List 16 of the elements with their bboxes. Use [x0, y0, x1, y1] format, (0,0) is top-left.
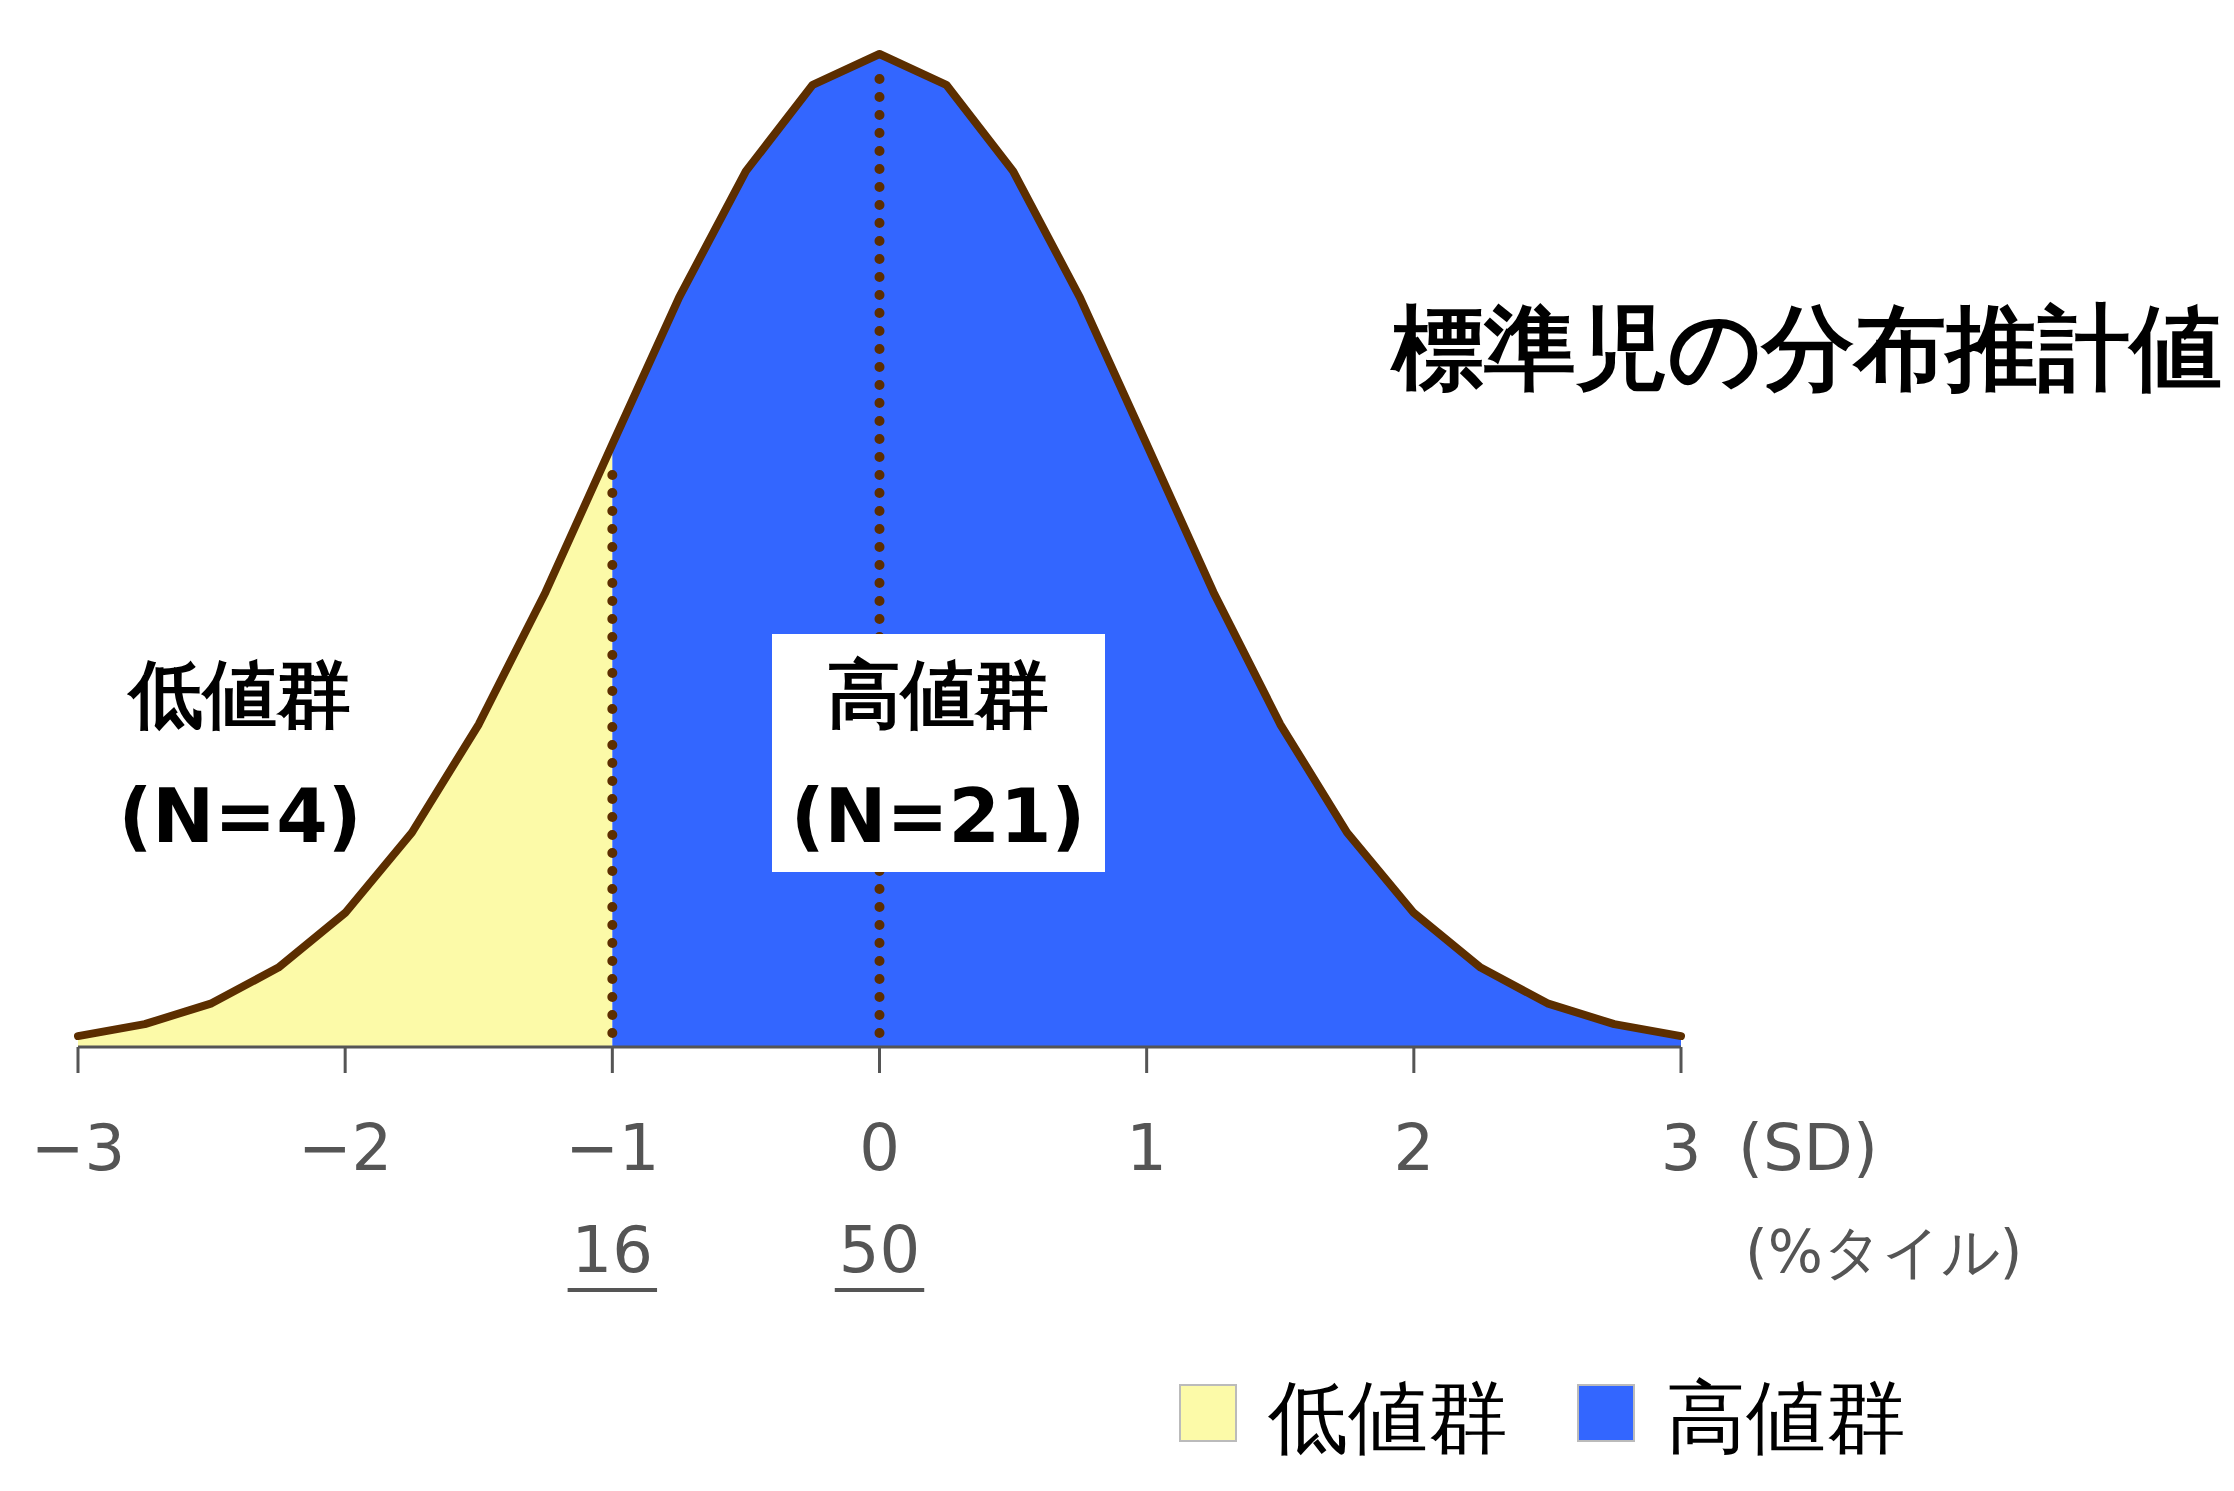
legend-label: 低値群	[1268, 1371, 1508, 1464]
legend-label: 高値群	[1666, 1371, 1906, 1464]
x-tick-label: 0	[859, 1111, 900, 1185]
x-tick-label: −3	[30, 1111, 126, 1185]
text: (%タイル)	[1745, 1218, 2023, 1286]
x-tick-label: 2	[1393, 1111, 1435, 1185]
x-tick-label: −2	[297, 1111, 393, 1185]
annotation: 高値群 (N=21)	[790, 651, 1086, 859]
annotation: 50	[838, 1213, 921, 1287]
x-axis-title: (SD)	[1738, 1111, 1878, 1185]
annotation: 低値群 (N=4)	[118, 651, 362, 859]
annotation: 16	[571, 1213, 654, 1287]
x-tick-label: 3	[1660, 1111, 1702, 1185]
x-tick-label: −1	[565, 1111, 660, 1185]
x-tick-label: 1	[1126, 1111, 1168, 1185]
text: 標準児の分布推計値	[1390, 295, 2222, 402]
